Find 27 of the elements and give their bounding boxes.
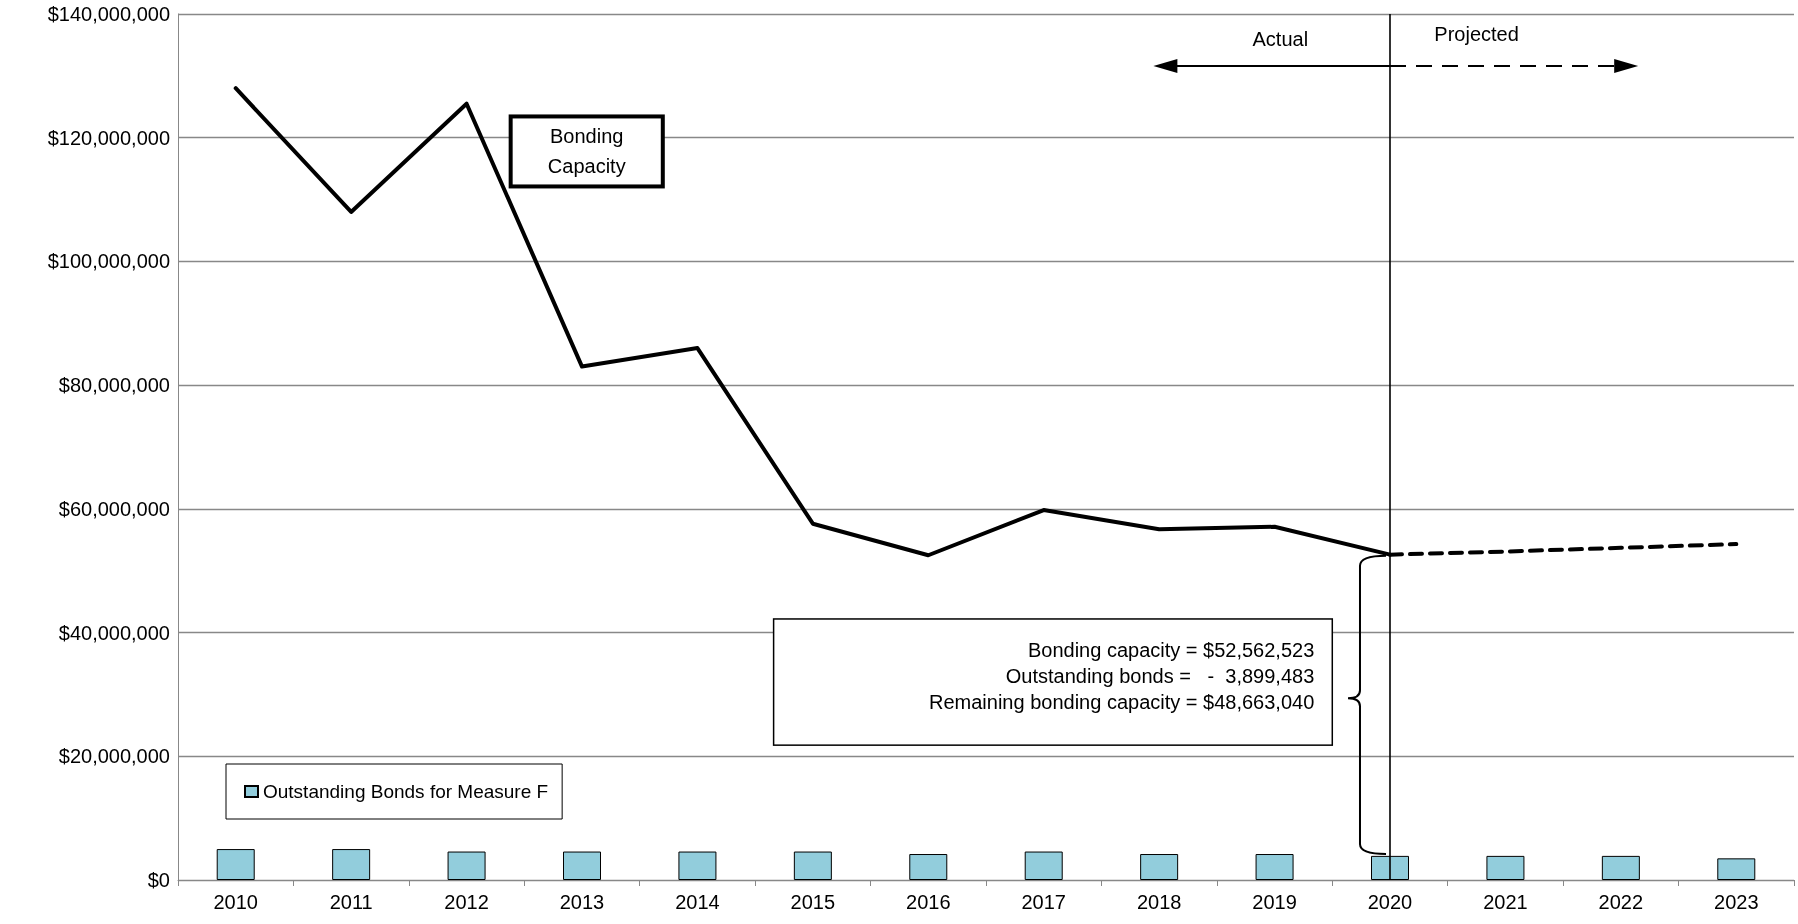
x-tick-label: 2023 bbox=[1714, 891, 1759, 913]
x-tick-label: 2016 bbox=[906, 891, 951, 913]
annotation: Actual bbox=[1252, 27, 1309, 50]
y-tick-label: $140,000,000 bbox=[47, 3, 170, 25]
y-tick-label: $80,000,000 bbox=[58, 374, 170, 397]
x-tick-label: 2020 bbox=[1367, 891, 1413, 913]
y-tick-label: $60,000,000 bbox=[58, 497, 170, 520]
x-tick-label: 2011 bbox=[329, 891, 373, 913]
x-tick-label: 2014 bbox=[675, 891, 720, 913]
y-tick-label: $0 bbox=[147, 869, 170, 891]
y-tick-label: $20,000,000 bbox=[58, 745, 170, 768]
text: Bonding Capacity bbox=[546, 124, 627, 180]
x-tick-label: 2019 bbox=[1252, 891, 1297, 913]
x-tick-label: 2022 bbox=[1598, 891, 1644, 913]
x-tick-label: 2018 bbox=[1136, 891, 1182, 913]
x-tick-label: 2013 bbox=[559, 891, 605, 913]
x-tick-label: 2012 bbox=[444, 891, 489, 913]
x-tick-label: 2015 bbox=[790, 891, 836, 913]
y-tick-label: $100,000,000 bbox=[47, 250, 170, 273]
x-tick-label: 2010 bbox=[213, 891, 258, 913]
x-tick-label: 2017 bbox=[1021, 891, 1066, 913]
y-tick-label: $120,000,000 bbox=[47, 126, 170, 149]
x-tick-label: 2021 bbox=[1483, 891, 1528, 913]
y-tick-label: $40,000,000 bbox=[58, 621, 170, 644]
annotation: Projected bbox=[1434, 22, 1519, 45]
legend-label: Outstanding Bonds for Measure F bbox=[263, 781, 549, 802]
annotation: Bonding capacity = $52,562,523 Outstanding bonds = - 3,899,483 Remaining bonding capacity = $48,663,040 bbox=[929, 637, 1315, 715]
